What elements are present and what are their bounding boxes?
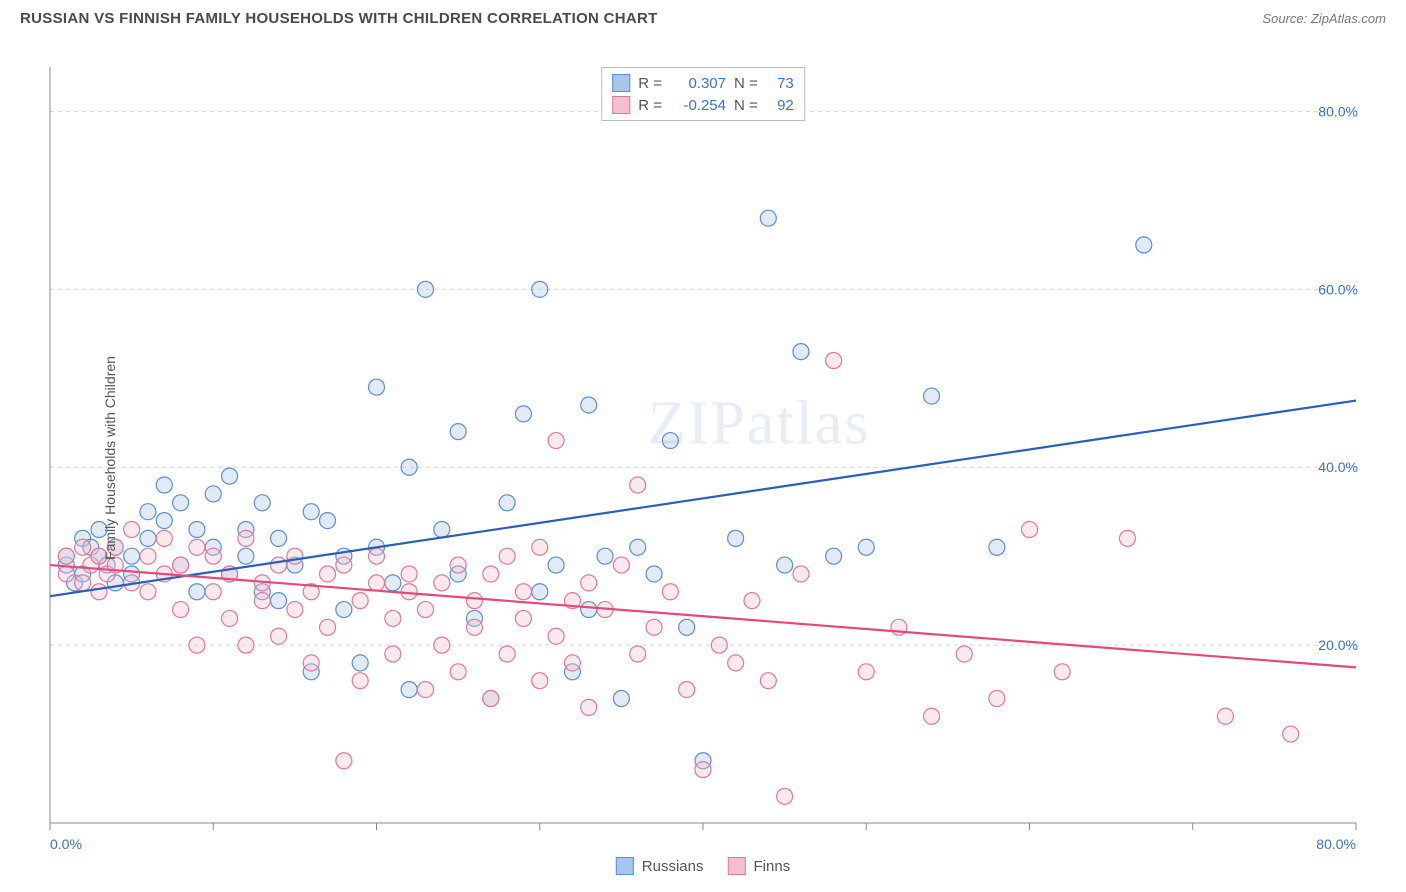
- n-label: N =: [734, 75, 758, 92]
- n-label: N =: [734, 97, 758, 114]
- correlation-stats-box: R = 0.307 N = 73 R = -0.254 N = 92: [601, 67, 805, 121]
- y-axis-label: Family Households with Children: [102, 356, 118, 560]
- chart-header: RUSSIAN VS FINNISH FAMILY HOUSEHOLDS WIT…: [0, 0, 1406, 33]
- svg-text:40.0%: 40.0%: [1318, 459, 1358, 475]
- source-name: ZipAtlas.com: [1311, 11, 1386, 26]
- source-attribution: Source: ZipAtlas.com: [1262, 11, 1386, 26]
- stats-row: R = 0.307 N = 73: [612, 72, 794, 94]
- legend-swatch: [616, 857, 634, 875]
- svg-text:80.0%: 80.0%: [1318, 103, 1358, 119]
- legend-label: Russians: [642, 858, 704, 875]
- r-value: 0.307: [670, 75, 726, 92]
- svg-text:80.0%: 80.0%: [1316, 836, 1356, 852]
- legend-item: Finns: [728, 857, 791, 875]
- svg-text:60.0%: 60.0%: [1318, 281, 1358, 297]
- stats-row: R = -0.254 N = 92: [612, 94, 794, 116]
- r-value: -0.254: [670, 97, 726, 114]
- legend-swatch: [728, 857, 746, 875]
- scatter-chart-svg: 0.0% 80.0% 20.0% 40.0% 60.0% 80.0%: [0, 33, 1406, 883]
- series-swatch: [612, 96, 630, 114]
- svg-text:0.0%: 0.0%: [50, 836, 82, 852]
- legend-item: Russians: [616, 857, 704, 875]
- svg-text:20.0%: 20.0%: [1318, 637, 1358, 653]
- r-label: R =: [638, 75, 662, 92]
- source-prefix: Source:: [1262, 11, 1310, 26]
- chart-title: RUSSIAN VS FINNISH FAMILY HOUSEHOLDS WIT…: [20, 10, 658, 27]
- chart-area: Family Households with Children ZIPatlas…: [0, 33, 1406, 883]
- series-swatch: [612, 74, 630, 92]
- n-value: 92: [766, 97, 794, 114]
- legend-bottom: Russians Finns: [616, 857, 790, 875]
- r-label: R =: [638, 97, 662, 114]
- n-value: 73: [766, 75, 794, 92]
- legend-label: Finns: [754, 858, 791, 875]
